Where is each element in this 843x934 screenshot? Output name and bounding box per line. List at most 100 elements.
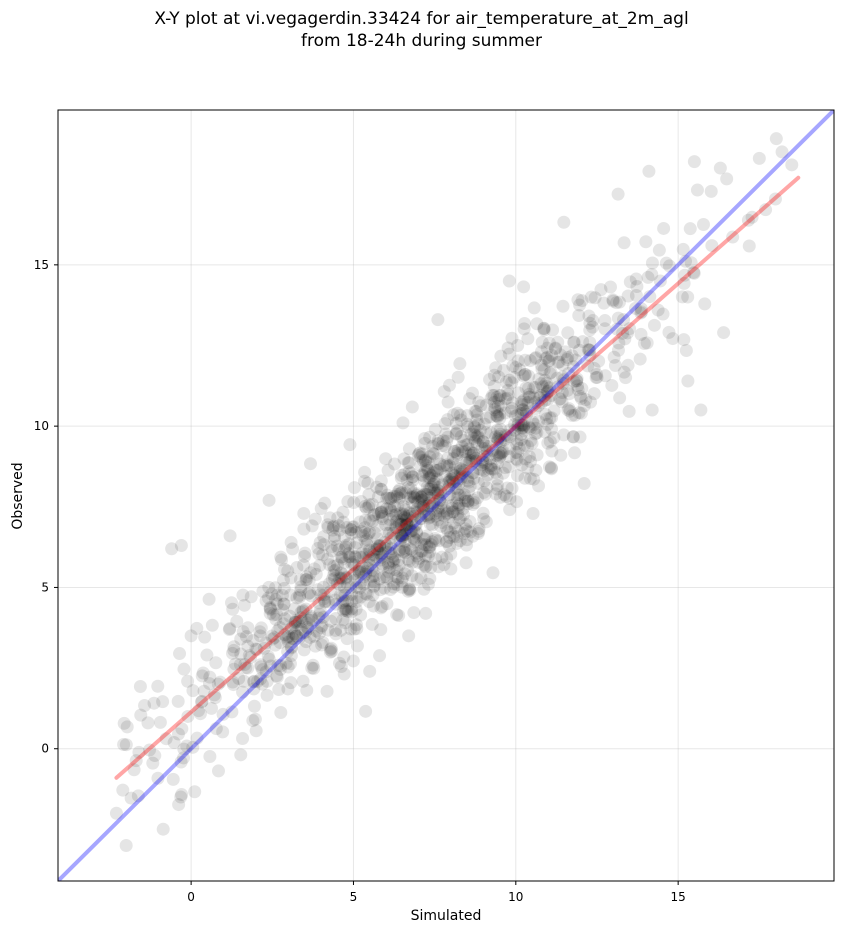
data-point <box>347 520 361 534</box>
data-point <box>398 503 412 517</box>
data-point <box>378 535 392 549</box>
data-point <box>478 456 492 470</box>
data-point <box>190 731 204 745</box>
data-point <box>517 423 531 437</box>
data-point <box>296 603 310 617</box>
data-point <box>590 368 604 382</box>
data-point <box>461 438 475 452</box>
data-point <box>542 460 556 474</box>
data-point <box>381 558 395 572</box>
data-point <box>410 526 424 540</box>
data-point <box>587 361 601 375</box>
data-point <box>270 608 284 622</box>
data-point <box>535 335 549 349</box>
data-point <box>469 404 483 418</box>
data-point <box>374 482 388 496</box>
data-point <box>360 537 374 551</box>
data-point <box>403 490 417 504</box>
data-point <box>382 491 396 505</box>
data-point <box>515 398 529 412</box>
data-point <box>659 256 673 270</box>
data-point <box>526 507 540 521</box>
data-point <box>148 749 162 763</box>
data-point <box>303 586 317 600</box>
data-point <box>426 478 440 492</box>
data-point <box>584 395 598 409</box>
data-point <box>652 243 666 257</box>
data-point <box>313 604 327 618</box>
data-point <box>239 661 253 675</box>
data-point <box>457 488 471 502</box>
data-point <box>785 158 799 172</box>
data-point <box>487 462 501 476</box>
data-point <box>393 529 407 543</box>
data-point <box>417 502 431 516</box>
data-point <box>193 707 207 721</box>
data-point <box>246 634 260 648</box>
data-point <box>342 547 356 561</box>
data-point <box>342 550 356 564</box>
data-point <box>403 582 417 596</box>
data-point <box>233 657 247 671</box>
data-point <box>213 675 227 689</box>
data-point <box>397 452 411 466</box>
data-point <box>575 382 589 396</box>
data-point <box>483 410 497 424</box>
data-point <box>530 317 544 331</box>
data-point <box>490 390 504 404</box>
data-point <box>464 446 478 460</box>
data-point <box>222 623 236 637</box>
data-point <box>367 599 381 613</box>
data-point <box>417 582 431 596</box>
data-point <box>530 448 544 462</box>
data-point <box>335 589 349 603</box>
data-point <box>449 416 463 430</box>
data-point <box>330 576 344 590</box>
data-point <box>188 785 202 799</box>
data-point <box>400 473 414 487</box>
data-point <box>713 161 727 175</box>
data-point <box>226 678 240 692</box>
data-point <box>350 622 364 636</box>
data-point <box>321 520 335 534</box>
data-point <box>408 509 422 523</box>
data-point <box>511 469 525 483</box>
data-point <box>373 539 387 553</box>
data-point <box>279 656 293 670</box>
x-tick-label: 10 <box>508 890 523 904</box>
data-point <box>493 427 507 441</box>
data-point <box>512 416 526 430</box>
data-point <box>500 481 514 495</box>
data-point <box>447 456 461 470</box>
data-point <box>399 486 413 500</box>
data-point <box>209 656 223 670</box>
data-point <box>141 716 155 730</box>
data-point <box>545 444 559 458</box>
data-point <box>321 623 335 637</box>
data-point <box>540 386 554 400</box>
data-point <box>641 270 655 284</box>
data-point <box>472 522 486 536</box>
data-point <box>451 448 465 462</box>
data-point <box>284 676 298 690</box>
data-point <box>411 555 425 569</box>
data-point <box>544 389 558 403</box>
y-axis-ticks: 0 5 10 15 <box>34 258 58 756</box>
data-point <box>377 581 391 595</box>
data-point <box>328 623 342 637</box>
data-point <box>606 294 620 308</box>
data-point <box>745 210 759 224</box>
data-point <box>203 750 217 764</box>
data-point <box>459 556 473 570</box>
data-point <box>340 578 354 592</box>
data-point <box>495 445 509 459</box>
data-point <box>381 545 395 559</box>
data-point <box>509 445 523 459</box>
data-point <box>498 406 512 420</box>
data-point <box>300 620 314 634</box>
data-point <box>441 451 455 465</box>
data-point <box>303 630 317 644</box>
data-point <box>356 529 370 543</box>
data-point <box>535 362 549 376</box>
data-point <box>436 434 450 448</box>
